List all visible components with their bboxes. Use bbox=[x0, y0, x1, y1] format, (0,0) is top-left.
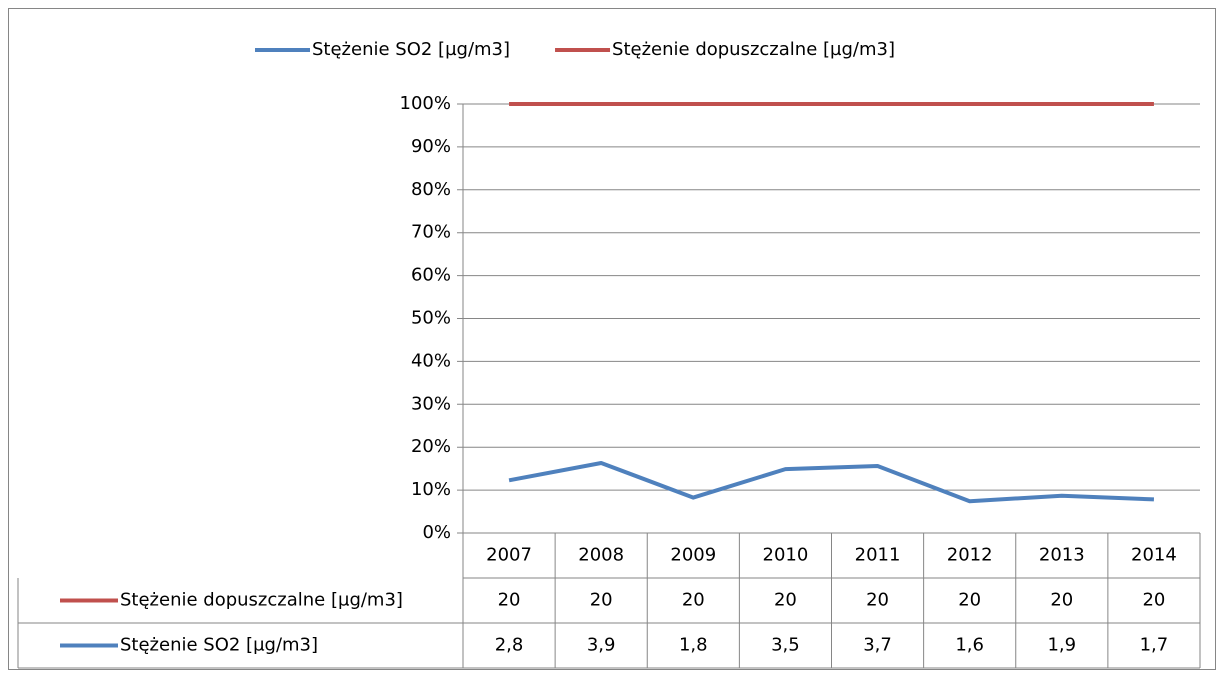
y-tick-label: 70% bbox=[411, 222, 451, 243]
table-value: 3,9 bbox=[587, 635, 616, 656]
legend-label: Stężenie dopuszczalne [µg/m3] bbox=[612, 39, 895, 60]
y-tick-label: 10% bbox=[411, 479, 451, 500]
y-tick-label: 50% bbox=[411, 308, 451, 329]
table-row-label: Stężenie SO2 [µg/m3] bbox=[120, 635, 318, 656]
y-tick-label: 30% bbox=[411, 393, 451, 414]
table-value: 20 bbox=[774, 590, 797, 611]
y-tick-label: 100% bbox=[400, 93, 451, 114]
y-tick-label: 90% bbox=[411, 136, 451, 157]
table-value: 1,8 bbox=[679, 635, 708, 656]
table-value: 20 bbox=[1142, 590, 1165, 611]
x-tick-label: 2008 bbox=[578, 545, 624, 566]
y-tick-label: 80% bbox=[411, 179, 451, 200]
legend-label: Stężenie SO2 [µg/m3] bbox=[312, 39, 510, 60]
table-value: 20 bbox=[590, 590, 613, 611]
table-row-label: Stężenie dopuszczalne [µg/m3] bbox=[120, 590, 403, 611]
x-tick-label: 2012 bbox=[947, 545, 993, 566]
chart-border bbox=[8, 8, 1216, 670]
table-value: 20 bbox=[1050, 590, 1073, 611]
y-tick-label: 0% bbox=[422, 522, 451, 543]
table-value: 3,7 bbox=[863, 635, 892, 656]
table-value: 1,7 bbox=[1140, 635, 1169, 656]
table-value: 2,8 bbox=[495, 635, 524, 656]
series-line bbox=[508, 460, 1155, 504]
x-tick-label: 2010 bbox=[763, 545, 809, 566]
y-tick-label: 40% bbox=[411, 350, 451, 371]
x-tick-label: 2011 bbox=[855, 545, 901, 566]
y-tick-label: 20% bbox=[411, 436, 451, 457]
table-value: 1,9 bbox=[1047, 635, 1076, 656]
table-value: 20 bbox=[866, 590, 889, 611]
table-value: 20 bbox=[958, 590, 981, 611]
table-value: 1,6 bbox=[955, 635, 984, 656]
x-tick-label: 2013 bbox=[1039, 545, 1085, 566]
table-value: 20 bbox=[682, 590, 705, 611]
x-tick-label: 2009 bbox=[670, 545, 716, 566]
table-value: 3,5 bbox=[771, 635, 800, 656]
y-tick-label: 60% bbox=[411, 265, 451, 286]
table-value: 20 bbox=[498, 590, 521, 611]
x-tick-label: 2014 bbox=[1131, 545, 1177, 566]
x-tick-label: 2007 bbox=[486, 545, 532, 566]
